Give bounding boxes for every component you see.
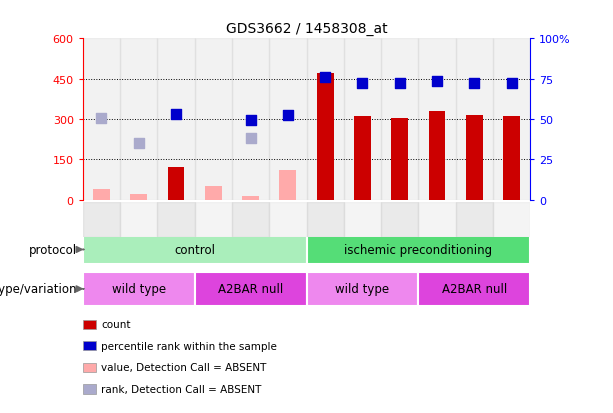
Bar — [280, 171, 296, 200]
Bar — [131, 195, 147, 200]
Bar — [354, 117, 371, 200]
Point — [283, 112, 293, 119]
Bar — [381, 202, 418, 237]
Point — [246, 118, 256, 124]
Point — [134, 140, 143, 147]
Bar — [306, 273, 418, 306]
Bar — [232, 39, 269, 200]
Bar — [120, 39, 158, 200]
Point — [357, 80, 367, 87]
Text: control: control — [174, 243, 215, 256]
Bar — [269, 39, 306, 200]
Text: percentile rank within the sample: percentile rank within the sample — [101, 341, 277, 351]
Text: protocol: protocol — [28, 243, 77, 256]
Bar — [83, 39, 120, 200]
Bar — [242, 196, 259, 200]
Bar — [195, 202, 232, 237]
Text: count: count — [101, 319, 131, 329]
Bar — [391, 119, 408, 200]
Bar — [93, 190, 110, 200]
Text: value, Detection Call = ABSENT: value, Detection Call = ABSENT — [101, 362, 267, 372]
Point — [320, 75, 330, 81]
Bar — [306, 235, 530, 265]
Bar — [158, 202, 195, 237]
Point — [432, 79, 442, 85]
Text: ischemic preconditioning: ischemic preconditioning — [345, 243, 492, 256]
Bar — [344, 39, 381, 200]
Bar — [167, 168, 185, 200]
Point — [470, 80, 479, 87]
Text: genotype/variation: genotype/variation — [0, 282, 77, 296]
Bar — [120, 202, 158, 237]
Point — [96, 115, 106, 122]
Point — [171, 111, 181, 118]
Point — [395, 80, 405, 87]
Text: wild type: wild type — [335, 282, 389, 296]
Bar — [381, 39, 419, 200]
Bar — [83, 235, 306, 265]
Bar — [195, 273, 306, 306]
Bar — [419, 39, 455, 200]
Bar — [205, 187, 222, 200]
Bar — [306, 39, 344, 200]
Bar — [418, 202, 455, 237]
Bar — [306, 202, 344, 237]
Bar — [317, 74, 333, 200]
Bar — [83, 273, 195, 306]
Bar — [493, 39, 530, 200]
Title: GDS3662 / 1458308_at: GDS3662 / 1458308_at — [226, 21, 387, 36]
Bar — [455, 202, 493, 237]
Bar — [493, 202, 530, 237]
Text: A2BAR null: A2BAR null — [218, 282, 283, 296]
Bar — [83, 202, 120, 237]
Bar — [418, 273, 530, 306]
Text: wild type: wild type — [112, 282, 166, 296]
Bar — [503, 117, 520, 200]
Bar — [455, 39, 493, 200]
Bar — [269, 202, 306, 237]
Bar — [428, 112, 446, 200]
Bar — [232, 202, 269, 237]
Bar — [344, 202, 381, 237]
Point — [246, 135, 256, 142]
Point — [507, 80, 517, 87]
Bar — [158, 39, 195, 200]
Text: rank, Detection Call = ABSENT: rank, Detection Call = ABSENT — [101, 384, 262, 394]
Bar — [195, 39, 232, 200]
Text: A2BAR null: A2BAR null — [442, 282, 507, 296]
Bar — [466, 116, 482, 200]
